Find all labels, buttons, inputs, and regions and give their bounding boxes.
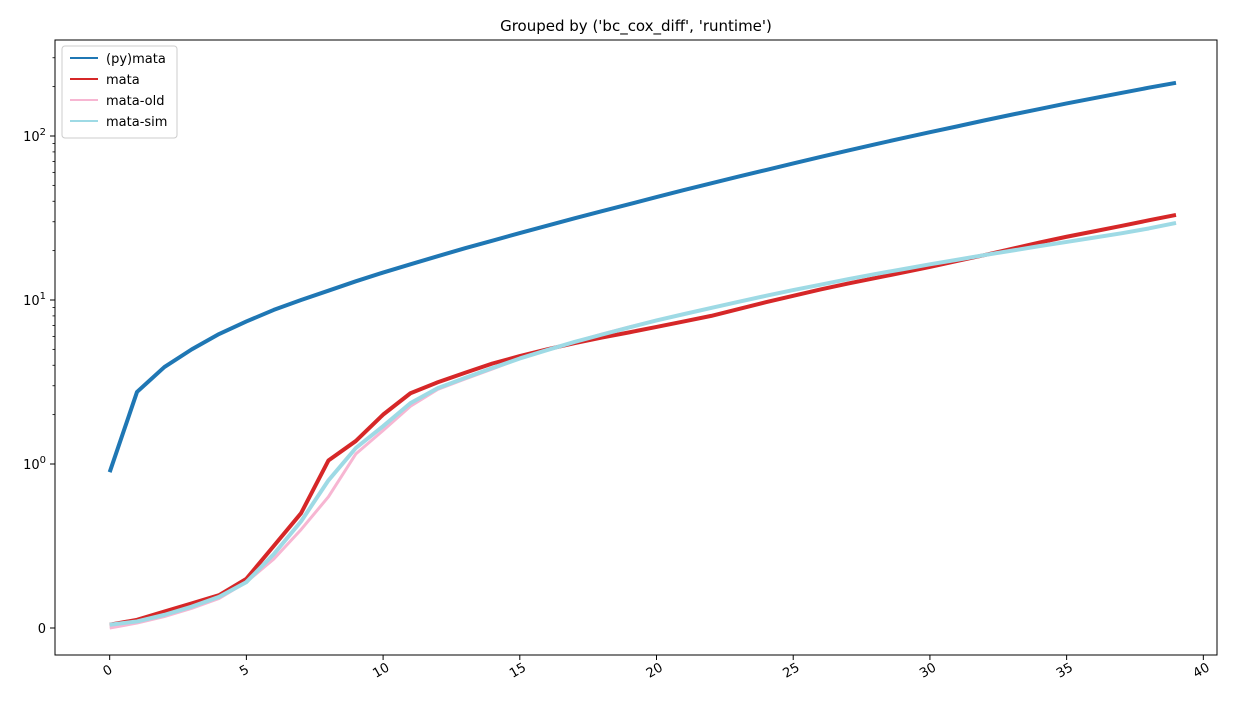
series-line-mata-sim	[109, 220, 1177, 627]
y-tick-label: 102	[23, 127, 46, 145]
y-tick-label: 0	[38, 622, 46, 637]
legend: (py)mata mata mata-old mata-sim	[61, 45, 178, 139]
x-tick-label: 25	[781, 660, 803, 681]
axes-frame	[54, 39, 1218, 656]
x-tick-label: 30	[917, 660, 939, 681]
series-line-py-mata	[107, 80, 1177, 473]
legend-label: (py)mata	[106, 52, 166, 67]
x-tick-label: 20	[644, 660, 666, 681]
x-tick-label: 0	[101, 662, 116, 679]
x-tick-label: 40	[1191, 660, 1213, 681]
x-tick-label: 35	[1054, 660, 1076, 681]
legend-label: mata-old	[106, 94, 164, 109]
x-tick-label: 5	[237, 662, 252, 679]
legend-label: mata	[106, 73, 140, 88]
series-line-mata-old	[109, 221, 1177, 630]
y-tick-label: 100	[23, 455, 46, 473]
y-axis: 0 100 101 102	[23, 57, 55, 637]
legend-label: mata-sim	[106, 115, 167, 130]
x-axis: 0 5 10 15 20 25 30 35 40	[101, 655, 1213, 682]
series-layer	[107, 80, 1177, 630]
legend-box	[61, 45, 178, 139]
chart-title: Grouped by ('bc_cox_diff', 'runtime')	[500, 17, 772, 36]
x-tick-label: 10	[370, 660, 392, 681]
y-tick-label: 101	[23, 291, 46, 309]
x-tick-label: 15	[507, 660, 529, 681]
